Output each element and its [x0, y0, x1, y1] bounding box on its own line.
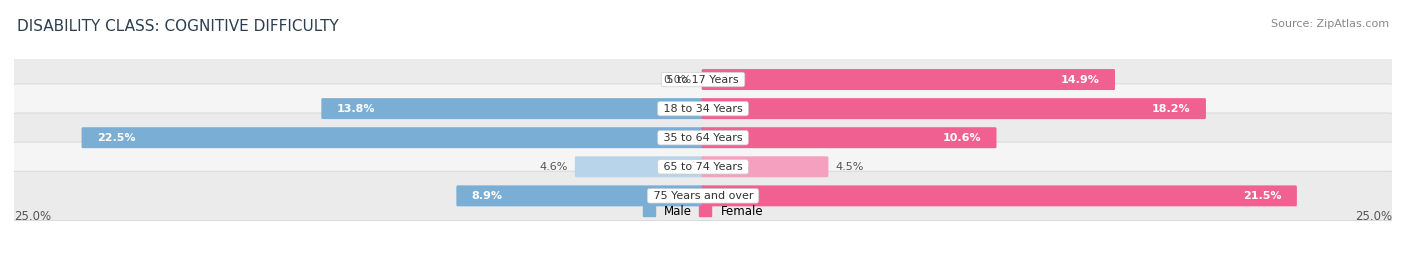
FancyBboxPatch shape [10, 84, 1396, 133]
FancyBboxPatch shape [82, 127, 704, 148]
FancyBboxPatch shape [10, 142, 1396, 192]
Text: 5 to 17 Years: 5 to 17 Years [664, 75, 742, 84]
Text: 25.0%: 25.0% [1355, 210, 1392, 223]
FancyBboxPatch shape [457, 185, 704, 206]
FancyBboxPatch shape [702, 185, 1296, 206]
Text: 4.6%: 4.6% [540, 162, 568, 172]
FancyBboxPatch shape [10, 113, 1396, 162]
Text: 25.0%: 25.0% [14, 210, 51, 223]
Text: 75 Years and over: 75 Years and over [650, 191, 756, 201]
FancyBboxPatch shape [702, 156, 828, 177]
Text: 4.5%: 4.5% [835, 162, 863, 172]
Text: 14.9%: 14.9% [1062, 75, 1099, 84]
FancyBboxPatch shape [702, 127, 997, 148]
Legend: Male, Female: Male, Female [643, 205, 763, 218]
FancyBboxPatch shape [575, 156, 704, 177]
Text: 10.6%: 10.6% [942, 133, 981, 143]
FancyBboxPatch shape [322, 98, 704, 119]
Text: 0.0%: 0.0% [664, 75, 692, 84]
FancyBboxPatch shape [702, 69, 1115, 90]
Text: DISABILITY CLASS: COGNITIVE DIFFICULTY: DISABILITY CLASS: COGNITIVE DIFFICULTY [17, 19, 339, 34]
Text: Source: ZipAtlas.com: Source: ZipAtlas.com [1271, 19, 1389, 29]
Text: 35 to 64 Years: 35 to 64 Years [659, 133, 747, 143]
Text: 8.9%: 8.9% [471, 191, 502, 201]
FancyBboxPatch shape [702, 98, 1206, 119]
Text: 18.2%: 18.2% [1152, 104, 1191, 114]
Text: 22.5%: 22.5% [97, 133, 135, 143]
Text: 13.8%: 13.8% [336, 104, 375, 114]
FancyBboxPatch shape [10, 171, 1396, 221]
FancyBboxPatch shape [10, 55, 1396, 104]
Text: 21.5%: 21.5% [1243, 191, 1282, 201]
Text: 65 to 74 Years: 65 to 74 Years [659, 162, 747, 172]
Text: 18 to 34 Years: 18 to 34 Years [659, 104, 747, 114]
